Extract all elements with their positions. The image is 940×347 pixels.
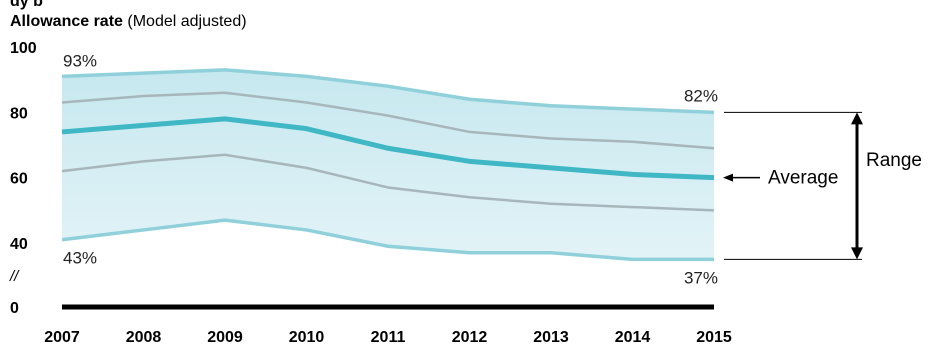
range-band-fill [62,69,714,260]
x-tick-label-2007: 2007 [44,329,80,346]
x-tick-label-2014: 2014 [615,329,651,346]
y-tick-label-80: 80 [10,105,28,122]
series-lines [61,68,715,262]
annotations: 93% 43% 82% 37% Range Average [63,51,922,287]
upper-band-line [61,91,715,150]
x-tick-label-2015: 2015 [696,329,732,346]
chart-title-partial: dy b [10,0,43,10]
average-label: Average [768,168,838,189]
range-band [62,69,714,260]
start-max-label: 93% [63,51,97,70]
chart-subtitle-rest: (Model adjusted) [122,13,247,30]
chart-subtitle-bold: Allowance rate [10,13,123,30]
range-arrow-down-icon [851,247,863,260]
chart-title-block: dy b Allowance rate (Model adjusted) [10,0,247,32]
axes: 0 40 60 80 100 // 2007 2008 2009 2010 2011 2012 2013… [9,40,732,346]
range-label: Range [866,150,922,171]
end-min-label: 37% [684,268,718,287]
lower-band-line [61,153,715,212]
average-arrow-left-icon [723,173,733,182]
range-arrow-up-icon [851,112,863,125]
x-tick-label-2013: 2013 [533,329,569,346]
range-max-line [61,68,715,115]
y-tick-label-60: 60 [10,171,28,188]
x-tick-label-2011: 2011 [371,329,406,346]
axis-break-marker: // [9,268,20,285]
average-line [61,116,715,181]
x-tick-label-2012: 2012 [452,329,488,346]
end-max-label: 82% [684,86,718,105]
start-min-label: 43% [63,249,97,268]
x-tick-label-2009: 2009 [207,329,243,346]
y-tick-label-0: 0 [10,300,19,317]
chart-subtitle: Allowance rate (Model adjusted) [10,12,247,32]
range-min-line [61,218,714,262]
x-tick-label-2010: 2010 [289,329,325,346]
y-tick-label-40: 40 [10,236,28,253]
y-tick-label-100: 100 [10,40,37,57]
x-tick-label-2008: 2008 [126,329,162,346]
